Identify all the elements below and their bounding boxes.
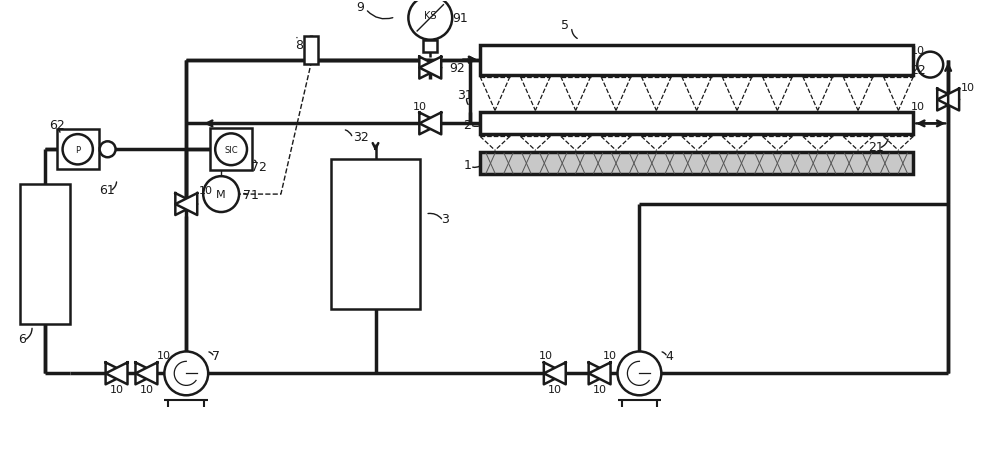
Text: 1: 1 xyxy=(463,158,471,171)
Text: 6: 6 xyxy=(18,332,26,345)
Bar xyxy=(57,130,99,170)
Text: KS: KS xyxy=(424,11,437,21)
Text: 92: 92 xyxy=(449,62,465,75)
Circle shape xyxy=(63,135,93,165)
Text: 3: 3 xyxy=(441,213,449,226)
Text: 10: 10 xyxy=(139,384,153,394)
Text: 10: 10 xyxy=(199,186,213,196)
Circle shape xyxy=(408,0,452,41)
Bar xyxy=(423,41,437,53)
Text: 72: 72 xyxy=(251,160,267,173)
Text: 21: 21 xyxy=(869,140,884,153)
Text: 5: 5 xyxy=(561,19,569,32)
Text: 10: 10 xyxy=(539,350,553,361)
Text: M: M xyxy=(216,190,226,200)
Polygon shape xyxy=(419,57,441,79)
Polygon shape xyxy=(589,363,611,384)
Text: 61: 61 xyxy=(99,183,114,196)
Text: 7: 7 xyxy=(212,349,220,362)
Bar xyxy=(210,129,252,171)
Text: P: P xyxy=(75,145,80,155)
Text: 71: 71 xyxy=(243,188,259,201)
Circle shape xyxy=(203,177,239,213)
Polygon shape xyxy=(175,194,197,216)
Polygon shape xyxy=(135,363,157,384)
Text: 31: 31 xyxy=(457,89,473,102)
Polygon shape xyxy=(106,363,128,384)
Polygon shape xyxy=(419,57,441,79)
Text: 10: 10 xyxy=(593,384,607,394)
Text: 9: 9 xyxy=(357,1,365,14)
Text: 10: 10 xyxy=(961,82,975,92)
Circle shape xyxy=(917,53,943,78)
Text: 10: 10 xyxy=(413,102,427,112)
Text: 10: 10 xyxy=(911,102,925,112)
Text: 4: 4 xyxy=(665,349,673,362)
Circle shape xyxy=(618,352,661,395)
Text: 91: 91 xyxy=(452,13,468,25)
Text: 2: 2 xyxy=(463,119,471,131)
Text: 10: 10 xyxy=(110,384,124,394)
Polygon shape xyxy=(135,363,157,384)
Polygon shape xyxy=(106,363,128,384)
Circle shape xyxy=(215,134,247,166)
Polygon shape xyxy=(419,113,441,135)
Text: 10: 10 xyxy=(156,350,170,361)
Text: 22: 22 xyxy=(910,64,926,77)
Polygon shape xyxy=(589,363,611,384)
Text: 62: 62 xyxy=(49,119,65,131)
Text: 32: 32 xyxy=(353,131,368,144)
Bar xyxy=(331,160,420,309)
Circle shape xyxy=(100,142,116,158)
Text: 8: 8 xyxy=(295,39,303,52)
Polygon shape xyxy=(175,194,197,216)
Text: 10: 10 xyxy=(603,350,617,361)
Bar xyxy=(20,185,70,324)
Bar xyxy=(480,45,913,75)
Text: SIC: SIC xyxy=(224,145,238,155)
Polygon shape xyxy=(937,89,959,111)
Text: 10: 10 xyxy=(911,45,925,56)
Bar xyxy=(304,37,318,64)
Text: 10: 10 xyxy=(548,384,562,394)
Circle shape xyxy=(164,352,208,395)
Polygon shape xyxy=(544,363,566,384)
Bar xyxy=(480,153,913,175)
Polygon shape xyxy=(544,363,566,384)
Bar xyxy=(480,113,913,135)
Polygon shape xyxy=(419,113,441,135)
Polygon shape xyxy=(937,89,959,111)
